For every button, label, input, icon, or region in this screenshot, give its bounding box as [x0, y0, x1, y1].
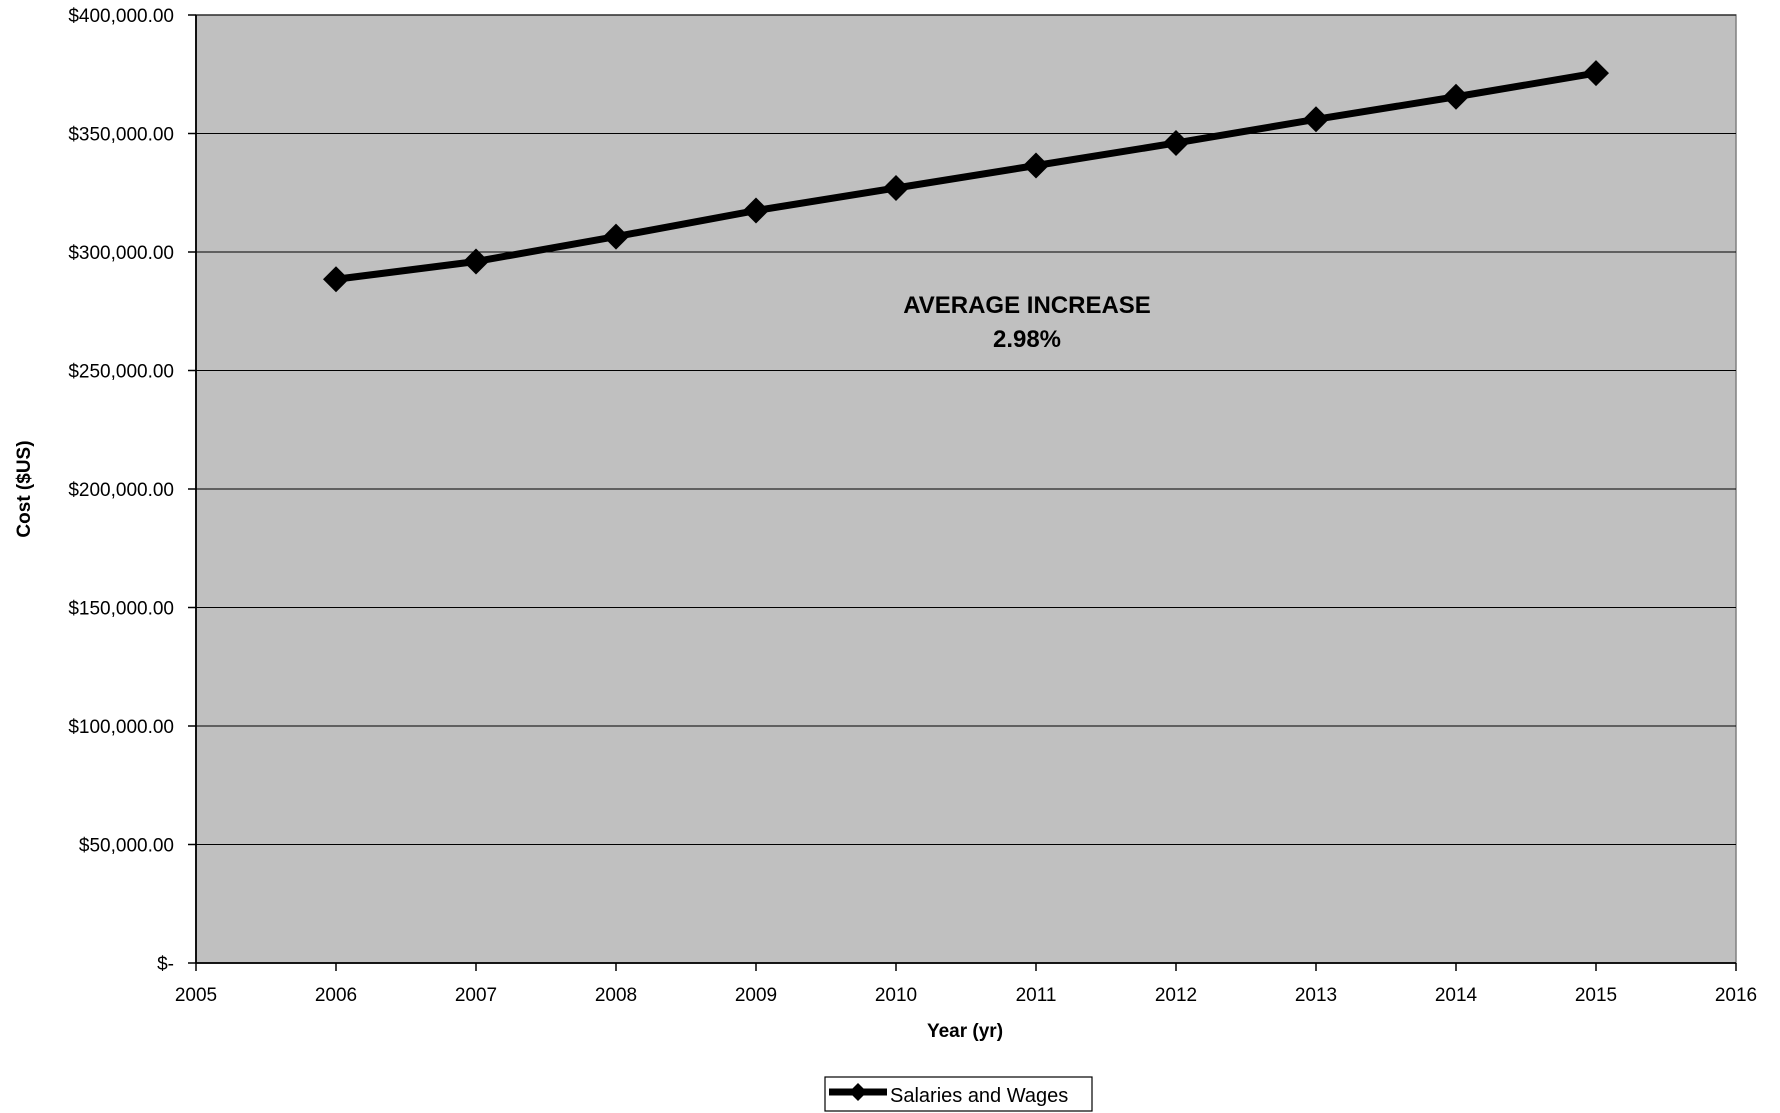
y-tick-label: $300,000.00	[68, 243, 174, 264]
x-tick-label: 2013	[1295, 985, 1337, 1006]
y-tick-label: $100,000.00	[68, 717, 174, 738]
x-tick-label: 2011	[1016, 985, 1057, 1006]
y-tick-label: $250,000.00	[68, 362, 174, 383]
data-point-marker	[1583, 60, 1609, 87]
x-tick-label: 2006	[315, 985, 357, 1006]
legend: Salaries and Wages	[824, 1076, 1093, 1112]
y-tick-label: $200,000.00	[68, 480, 174, 501]
data-point-marker	[1163, 129, 1189, 156]
x-tick-label: 2008	[595, 985, 637, 1006]
data-point-marker	[1303, 106, 1329, 133]
y-axis-title: Cost ($US)	[14, 440, 35, 537]
y-tick-label: $50,000.00	[79, 836, 174, 857]
series-line	[335, 69, 1597, 283]
data-point-marker	[463, 248, 489, 275]
x-tick-label: 2009	[735, 985, 777, 1006]
annotation-value: 2.98%	[993, 326, 1061, 353]
x-axis-title: Year (yr)	[927, 1021, 1003, 1042]
x-tick-label: 2015	[1575, 985, 1617, 1006]
x-tick-label: 2007	[455, 985, 497, 1006]
data-point-marker	[743, 197, 769, 224]
legend-diamond-marker	[849, 1083, 867, 1101]
y-tick-label: $150,000.00	[68, 599, 174, 620]
axes	[188, 14, 1737, 971]
series-salaries-and-wages	[323, 60, 1609, 293]
data-point-marker	[883, 175, 909, 202]
x-tick-label: 2005	[175, 985, 217, 1006]
x-tick-labels: 2005 2006 2007 2008 2009 2010 2011 2012 2013 2014…	[175, 985, 1757, 1006]
data-point-marker	[1023, 152, 1049, 179]
y-tick-label: $-	[157, 954, 174, 975]
x-tick-label: 2012	[1155, 985, 1197, 1006]
data-point-marker	[603, 223, 629, 250]
gridlines	[196, 14, 1736, 845]
y-tick-label: $350,000.00	[68, 125, 174, 146]
y-tick-label: $400,000.00	[68, 6, 174, 27]
legend-label: Salaries and Wages	[890, 1085, 1068, 1107]
y-tick-labels: $- $50,000.00 $100,000.00 $150,000.00 $200,0…	[68, 6, 174, 975]
annotation-title: AVERAGE INCREASE	[903, 292, 1151, 319]
x-tick-label: 2010	[875, 985, 917, 1006]
data-point-marker	[323, 266, 349, 293]
x-tick-label: 2016	[1715, 985, 1757, 1006]
x-tick-label: 2014	[1435, 985, 1478, 1006]
data-point-marker	[1443, 83, 1469, 110]
